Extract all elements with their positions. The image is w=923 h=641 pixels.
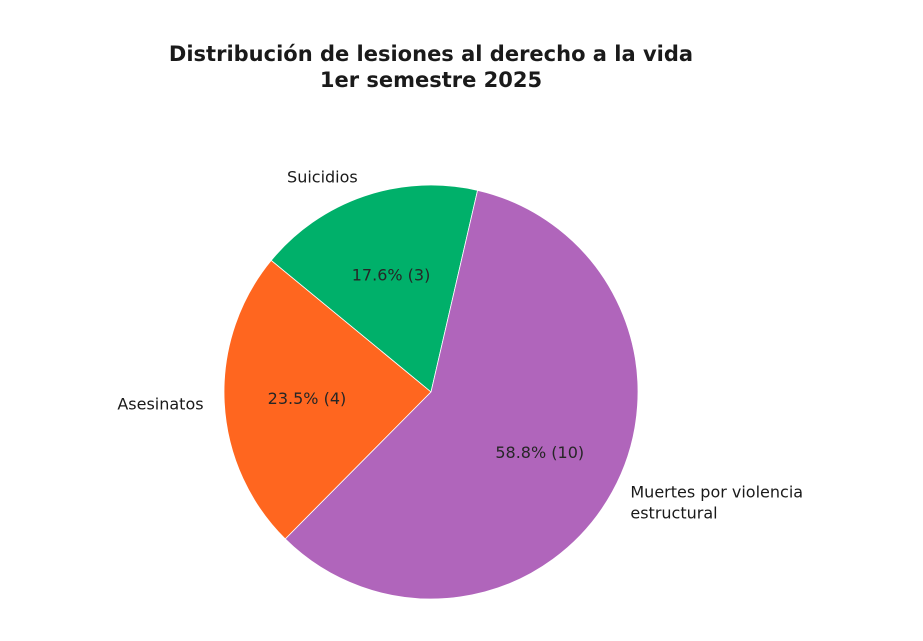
slice-label-muertes: Muertes por violencia estructural [630, 482, 803, 522]
chart-title: Distribución de lesiones al derecho a la… [168, 42, 694, 66]
pie-slice-suicidios [270, 184, 479, 393]
slice-label-suicidios: Suicidios [287, 167, 358, 186]
pie-slice-asesinatos [223, 259, 432, 540]
pct-label-muertes: 58.8% (10) [495, 443, 584, 462]
slice-label-asesinatos: Asesinatos [117, 394, 203, 413]
pct-label-asesinatos: 23.5% (4) [268, 389, 347, 408]
chart-subtitle: 1er semestre 2025 [319, 68, 543, 92]
pct-label-suicidios: 17.6% (3) [352, 265, 431, 284]
pie-slice-muertes [284, 189, 639, 600]
